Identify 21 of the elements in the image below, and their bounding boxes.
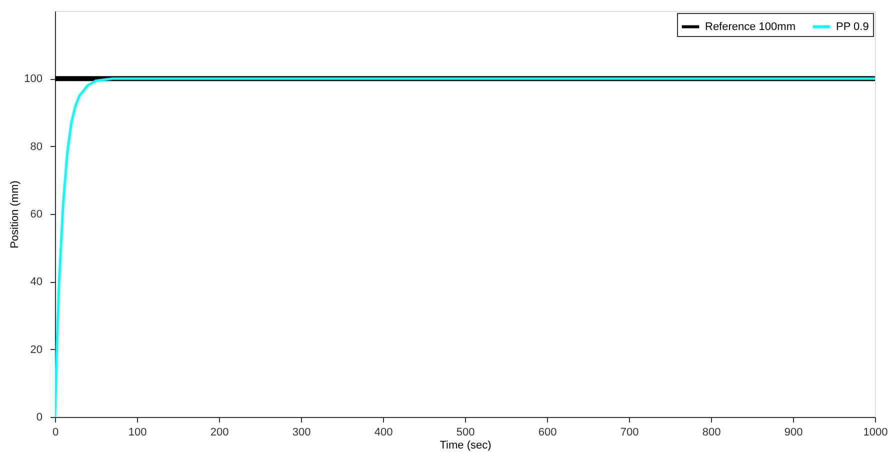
y-tick-label: 20 — [30, 344, 42, 356]
x-tick-label: 1000 — [863, 426, 888, 438]
x-tick-label: 100 — [128, 426, 147, 438]
y-tick-label: 100 — [24, 73, 42, 86]
x-tick-label: 300 — [292, 426, 311, 438]
x-tick-label: 400 — [374, 426, 393, 438]
legend-label: Reference 100mm — [705, 20, 796, 33]
x-tick-label: 900 — [784, 426, 803, 438]
x-tick-label: 700 — [620, 426, 639, 438]
y-axis-title: Position (mm) — [9, 180, 22, 248]
y-tick-label: 0 — [36, 412, 42, 424]
x-tick-label: 200 — [210, 426, 229, 438]
y-tick-label: 60 — [30, 208, 42, 220]
x-tick-label: 500 — [456, 426, 475, 438]
y-tick-label: 80 — [30, 140, 42, 153]
x-tick-label: 0 — [52, 426, 59, 438]
x-tick-label: 800 — [702, 426, 721, 438]
y-tick-label: 40 — [30, 276, 42, 288]
x-tick-label: 600 — [538, 426, 557, 438]
x-axis-title: Time (sec) — [440, 440, 492, 452]
legend-label: PP 0.9 — [836, 20, 869, 33]
